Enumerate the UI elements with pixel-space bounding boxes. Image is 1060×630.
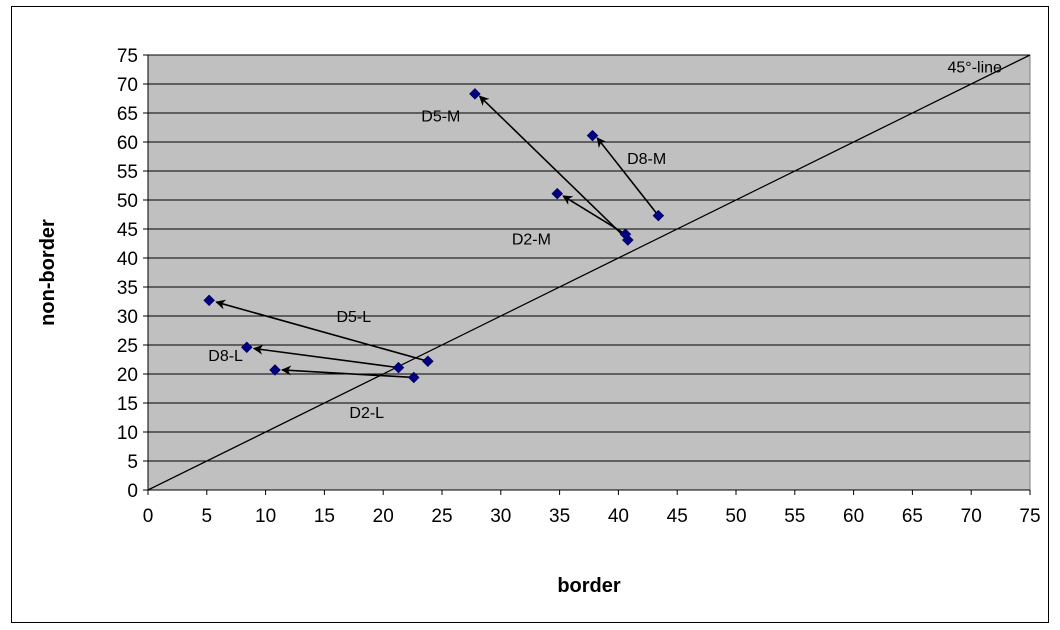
x-tick-label: 20	[373, 506, 394, 527]
y-tick-label: 20	[117, 365, 138, 386]
arrow-d5-l	[215, 299, 429, 363]
annotations: D5-M D8-M D2-M D5-L D8-L D2-L 45°-line	[208, 59, 1002, 422]
y-tick-label: 55	[117, 162, 138, 183]
x-tick-label: 60	[843, 506, 864, 527]
x-tick-label: 65	[902, 506, 923, 527]
y-tick-label: 40	[117, 249, 138, 270]
arrow-d8-l	[252, 344, 399, 369]
x-tick-label: 15	[314, 506, 335, 527]
y-tick-labels: 0 5 10 15 20 25 30 35 40 45 50 55 60 65 70 75	[117, 46, 138, 502]
data-point	[652, 209, 665, 222]
reference-line-45	[148, 55, 1030, 490]
data-points	[203, 88, 665, 384]
scatter-chart: 0 5 10 15 20 25 30 35 40 45 50 55 60 65 70 75 0 5 10 15 20 2…	[37, 46, 1041, 597]
y-tick-label: 45	[117, 220, 138, 241]
y-tick-label: 25	[117, 336, 138, 357]
data-point	[551, 187, 564, 200]
x-tick-label: 35	[549, 506, 570, 527]
arrows	[215, 95, 660, 379]
x-tick-label: 75	[1019, 506, 1040, 527]
y-tick-label: 15	[117, 394, 138, 415]
y-tick-label: 60	[117, 133, 138, 154]
annotation-label: D2-M	[512, 232, 551, 249]
x-tick-label: 50	[725, 506, 746, 527]
x-tick-label: 5	[202, 506, 213, 527]
data-point	[203, 294, 216, 307]
annotation-label: D8-M	[627, 151, 666, 168]
x-tick-label: 30	[490, 506, 511, 527]
y-axis-title: non-border	[37, 219, 59, 326]
data-point	[621, 234, 634, 246]
arrow-d2-l	[281, 365, 414, 379]
y-tick-label: 0	[127, 481, 138, 502]
x-tick-label: 45	[667, 506, 688, 527]
gridlines	[143, 54, 1031, 495]
chart-frame: 0 5 10 15 20 25 30 35 40 45 50 55 60 65 70 75 0 5 10 15 20 2…	[11, 6, 1049, 623]
data-point	[407, 371, 420, 384]
y-tick-label: 75	[117, 46, 138, 67]
x-tick-label: 40	[608, 506, 629, 527]
annotation-label: D5-M	[421, 109, 460, 126]
data-point	[469, 88, 481, 100]
x-tick-label: 10	[255, 506, 276, 527]
reference-line	[148, 55, 1030, 490]
arrow-d2-m	[562, 195, 626, 235]
x-tick-labels: 0 5 10 15 20 25 30 35 40 45 50 55 60 65 70 75	[143, 506, 1041, 527]
y-tick-label: 70	[117, 75, 138, 96]
annotation-label: 45°-line	[948, 59, 1003, 76]
x-tick-label: 55	[784, 506, 805, 527]
annotation-label: D5-L	[336, 309, 371, 326]
data-point	[240, 341, 253, 354]
data-point	[269, 364, 281, 376]
y-tick-label: 65	[117, 104, 138, 125]
data-point	[586, 129, 599, 142]
data-point	[422, 355, 434, 368]
annotation-label: D2-L	[349, 405, 384, 422]
x-tick-label: 0	[143, 506, 154, 527]
annotation-label: D8-L	[208, 348, 243, 365]
y-tick-label: 30	[117, 307, 138, 328]
arrow-d8-m	[596, 137, 660, 217]
x-axis-title: border	[557, 575, 621, 597]
x-tick-label: 25	[431, 506, 452, 527]
y-tick-label: 10	[117, 423, 138, 444]
y-tick-label: 35	[117, 278, 138, 299]
arrow-d5-m	[478, 95, 629, 241]
data-point	[392, 361, 405, 374]
y-tick-label: 5	[127, 452, 138, 473]
x-tick-label: 70	[961, 506, 982, 527]
y-tick-label: 50	[117, 191, 138, 212]
